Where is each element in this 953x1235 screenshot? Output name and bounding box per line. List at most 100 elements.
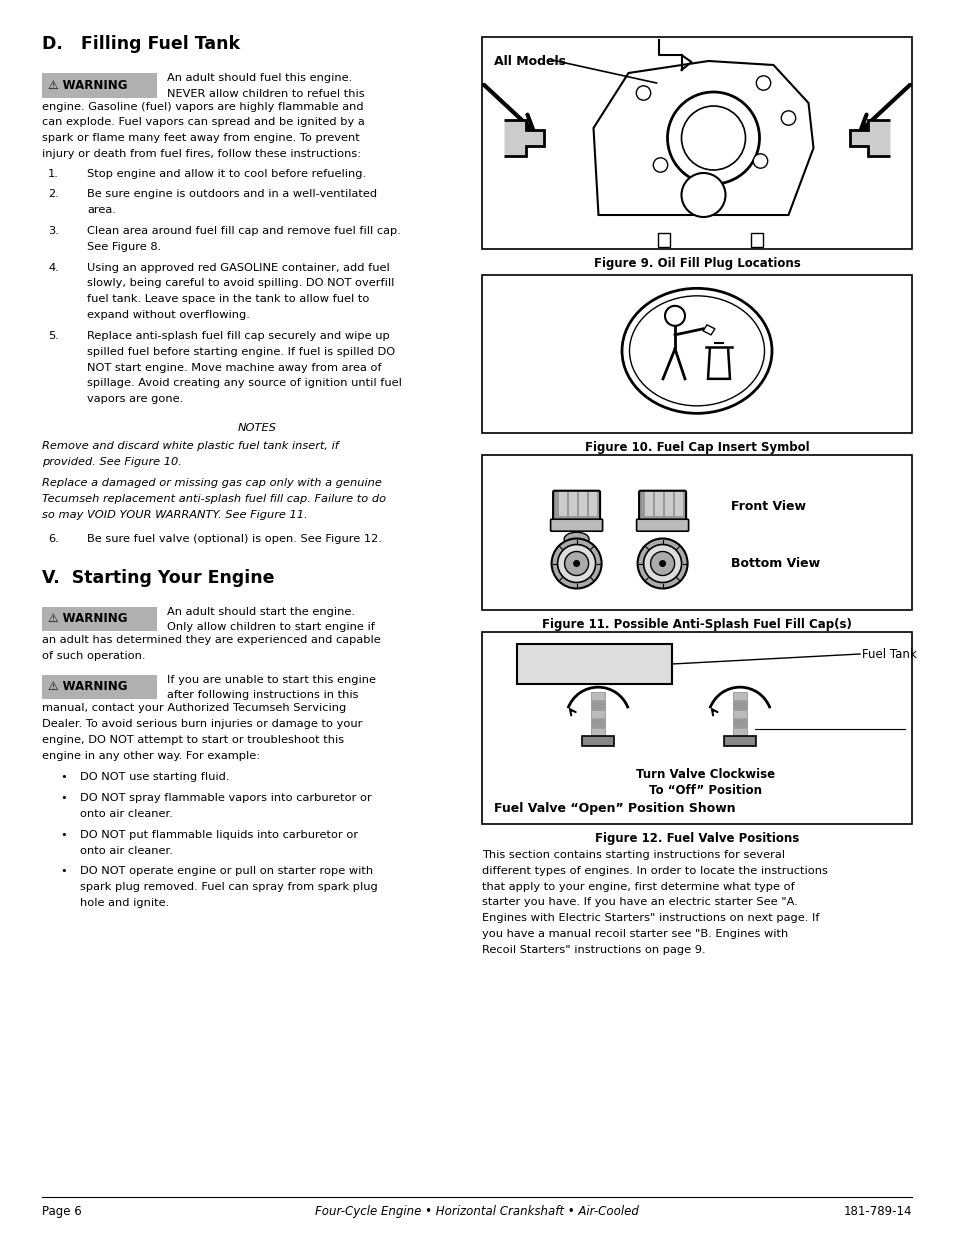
Text: Replace a damaged or missing gas cap only with a genuine: Replace a damaged or missing gas cap onl…	[42, 478, 381, 488]
Circle shape	[636, 85, 650, 100]
Text: NEVER allow children to refuel this: NEVER allow children to refuel this	[167, 89, 364, 99]
Bar	[732, 710, 746, 719]
Text: NOTES: NOTES	[237, 422, 276, 433]
Bar	[654, 493, 662, 516]
Bar	[732, 729, 746, 736]
Text: engine. Gasoline (fuel) vapors are highly flammable and: engine. Gasoline (fuel) vapors are highl…	[42, 101, 363, 111]
Text: Dealer. To avoid serious burn injuries or damage to your: Dealer. To avoid serious burn injuries o…	[42, 719, 362, 729]
Circle shape	[564, 552, 588, 576]
Text: Fuel Valve “Open” Position Shown: Fuel Valve “Open” Position Shown	[494, 802, 735, 815]
Circle shape	[667, 91, 759, 184]
Text: Recoil Starters" instructions on page 9.: Recoil Starters" instructions on page 9.	[481, 945, 705, 955]
Text: All Models: All Models	[494, 56, 565, 68]
Text: DO NOT use starting fluid.: DO NOT use starting fluid.	[80, 772, 230, 782]
Text: an adult has determined they are experienced and capable: an adult has determined they are experie…	[42, 635, 380, 645]
Text: after following instructions in this: after following instructions in this	[167, 690, 358, 700]
Circle shape	[680, 173, 724, 217]
Polygon shape	[702, 325, 714, 335]
Text: •: •	[60, 793, 67, 803]
Text: so may VOID YOUR WARRANTY. See Figure 11.: so may VOID YOUR WARRANTY. See Figure 11…	[42, 510, 307, 520]
Bar	[578, 493, 586, 516]
Text: See Figure 8.: See Figure 8.	[87, 242, 161, 252]
Circle shape	[573, 559, 579, 567]
Circle shape	[756, 75, 770, 90]
Text: D.   Filling Fuel Tank: D. Filling Fuel Tank	[42, 35, 240, 53]
Bar	[42, 73, 157, 98]
Circle shape	[653, 158, 667, 172]
Text: starter you have. If you have an electric starter See "A.: starter you have. If you have an electri…	[481, 898, 797, 908]
Text: ⚠ WARNING: ⚠ WARNING	[48, 680, 128, 693]
Text: Fuel Tank: Fuel Tank	[862, 647, 916, 661]
FancyBboxPatch shape	[639, 490, 685, 521]
Bar	[588, 493, 597, 516]
Bar	[591, 729, 604, 736]
Bar	[558, 493, 566, 516]
Text: An adult should start the engine.: An adult should start the engine.	[167, 606, 355, 616]
Text: •: •	[60, 830, 67, 840]
Text: Using an approved red GASOLINE container, add fuel: Using an approved red GASOLINE container…	[87, 263, 390, 273]
Text: spillage. Avoid creating any source of ignition until fuel: spillage. Avoid creating any source of i…	[87, 378, 401, 388]
Bar	[674, 493, 682, 516]
Text: Figure 10. Fuel Cap Insert Symbol: Figure 10. Fuel Cap Insert Symbol	[584, 441, 808, 454]
Text: you have a manual recoil starter see "B. Engines with: you have a manual recoil starter see "B.…	[481, 929, 787, 939]
Bar	[568, 493, 577, 516]
Bar	[750, 233, 761, 247]
Text: •: •	[60, 866, 67, 877]
Text: 5.: 5.	[48, 331, 59, 341]
Text: 6.: 6.	[49, 534, 59, 543]
Bar	[481, 454, 911, 610]
Text: V.  Starting Your Engine: V. Starting Your Engine	[42, 568, 274, 587]
Text: slowly, being careful to avoid spilling. DO NOT overfill: slowly, being careful to avoid spilling.…	[87, 279, 394, 289]
Text: Bottom View: Bottom View	[731, 557, 820, 571]
Text: 1.: 1.	[48, 169, 59, 179]
Text: onto air cleaner.: onto air cleaner.	[80, 809, 172, 819]
Text: Front View: Front View	[731, 500, 805, 513]
Text: hole and ignite.: hole and ignite.	[80, 898, 169, 908]
Polygon shape	[849, 120, 889, 156]
FancyBboxPatch shape	[553, 490, 599, 521]
Bar	[644, 493, 653, 516]
Text: 181-789-14: 181-789-14	[842, 1205, 911, 1218]
Circle shape	[650, 552, 674, 576]
Text: of such operation.: of such operation.	[42, 651, 146, 661]
Text: onto air cleaner.: onto air cleaner.	[80, 846, 172, 856]
Circle shape	[557, 545, 595, 583]
Bar	[591, 692, 604, 700]
Text: injury or death from fuel fires, follow these instructions:: injury or death from fuel fires, follow …	[42, 149, 361, 159]
Circle shape	[659, 559, 665, 567]
Text: Engines with Electric Starters" instructions on next page. If: Engines with Electric Starters" instruct…	[481, 913, 819, 924]
Bar	[732, 719, 746, 727]
Circle shape	[680, 106, 744, 170]
Circle shape	[664, 306, 684, 326]
Text: 2.: 2.	[49, 189, 59, 200]
Bar	[481, 275, 911, 433]
Text: that apply to your engine, first determine what type of: that apply to your engine, first determi…	[481, 882, 794, 892]
Text: ⚠ WARNING: ⚠ WARNING	[48, 79, 128, 91]
Text: provided. See Figure 10.: provided. See Figure 10.	[42, 457, 182, 467]
Bar	[591, 719, 604, 727]
Bar	[42, 674, 157, 699]
Bar	[591, 710, 604, 719]
Circle shape	[551, 538, 601, 589]
Polygon shape	[503, 120, 543, 156]
Text: DO NOT operate engine or pull on starter rope with: DO NOT operate engine or pull on starter…	[80, 866, 373, 877]
Bar	[481, 632, 911, 824]
Text: DO NOT put flammable liquids into carburetor or: DO NOT put flammable liquids into carbur…	[80, 830, 357, 840]
Circle shape	[781, 111, 795, 125]
Bar	[481, 37, 911, 249]
Text: different types of engines. In order to locate the instructions: different types of engines. In order to …	[481, 866, 827, 876]
Text: engine, DO NOT attempt to start or troubleshoot this: engine, DO NOT attempt to start or troub…	[42, 735, 344, 745]
Text: engine in any other way. For example:: engine in any other way. For example:	[42, 751, 260, 761]
Text: 4.: 4.	[49, 263, 59, 273]
Text: DO NOT spray flammable vapors into carburetor or: DO NOT spray flammable vapors into carbu…	[80, 793, 372, 803]
Text: Tecumseh replacement anti-splash fuel fill cap. Failure to do: Tecumseh replacement anti-splash fuel fi…	[42, 494, 386, 504]
Text: manual, contact your Authorized Tecumseh Servicing: manual, contact your Authorized Tecumseh…	[42, 703, 346, 713]
FancyBboxPatch shape	[636, 519, 688, 531]
Text: •: •	[60, 772, 67, 782]
Text: Four-Cycle Engine • Horizontal Crankshaft • Air-Cooled: Four-Cycle Engine • Horizontal Crankshaf…	[314, 1205, 639, 1218]
Circle shape	[753, 154, 767, 168]
Text: spark plug removed. Fuel can spray from spark plug: spark plug removed. Fuel can spray from …	[80, 882, 377, 892]
Text: Page 6: Page 6	[42, 1205, 82, 1218]
Text: Remove and discard white plastic fuel tank insert, if: Remove and discard white plastic fuel ta…	[42, 441, 338, 451]
Text: Be sure fuel valve (optional) is open. See Figure 12.: Be sure fuel valve (optional) is open. S…	[87, 534, 381, 543]
